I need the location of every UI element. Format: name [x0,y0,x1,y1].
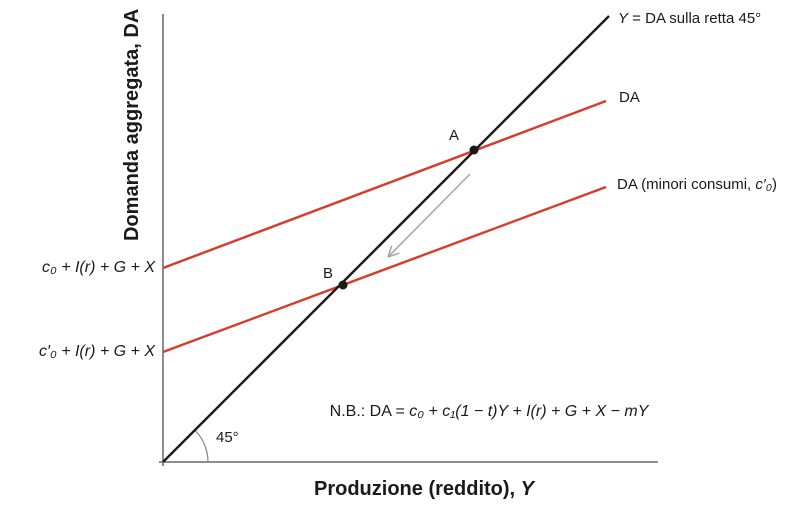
curve-45-degree-line [162,15,610,463]
intercept-label-da-shifted: c′₀ + I(r) + G + X [39,343,155,360]
point-a-marker [469,145,479,155]
point-b-marker [338,280,348,290]
x-axis-title-variable: Y [520,478,534,500]
shift-arrow-head [387,252,400,258]
label-45-variable: Y [618,10,629,27]
note-formula: N.B.: DA = c₀ + c₁(1 − t)Y + I(r) + G + … [330,402,649,421]
intercept-label-da: c₀ + I(r) + G + X [42,259,155,276]
label-45-degree-line: Y = DA sulla retta 45° [618,10,761,28]
label-da-shifted-variable: c′₀ [755,176,773,193]
point-a-label: A [449,127,460,144]
label-da-shifted-close: ) [772,176,778,193]
y-axis-title: Domanda aggregata, DA [121,8,143,241]
shift-arrow-head [387,245,393,258]
x-axis-title-text: Produzione (reddito), [314,478,521,500]
x-axis-title: Produzione (reddito), Y [314,477,534,501]
point-b-label: B [323,265,334,282]
shift-arrow [387,173,471,258]
angle-label: 45° [216,429,239,446]
note-formula-prefix: N.B.: DA = [329,403,410,420]
curve-aggregate-demand-lower-consumption [162,185,607,354]
note-formula-math: c₀ + c₁(1 − t)Y + I(r) + G + X − mY [409,403,649,420]
curve-aggregate-demand [162,99,607,270]
label-da-shifted-curve: DA (minori consumi, c′₀) [617,176,777,194]
label-da-shifted-text: DA (minori consumi, [617,176,756,193]
label-da-curve: DA [619,89,640,106]
angle-arc [194,429,209,463]
label-45-text: = DA sulla retta 45° [628,10,762,27]
